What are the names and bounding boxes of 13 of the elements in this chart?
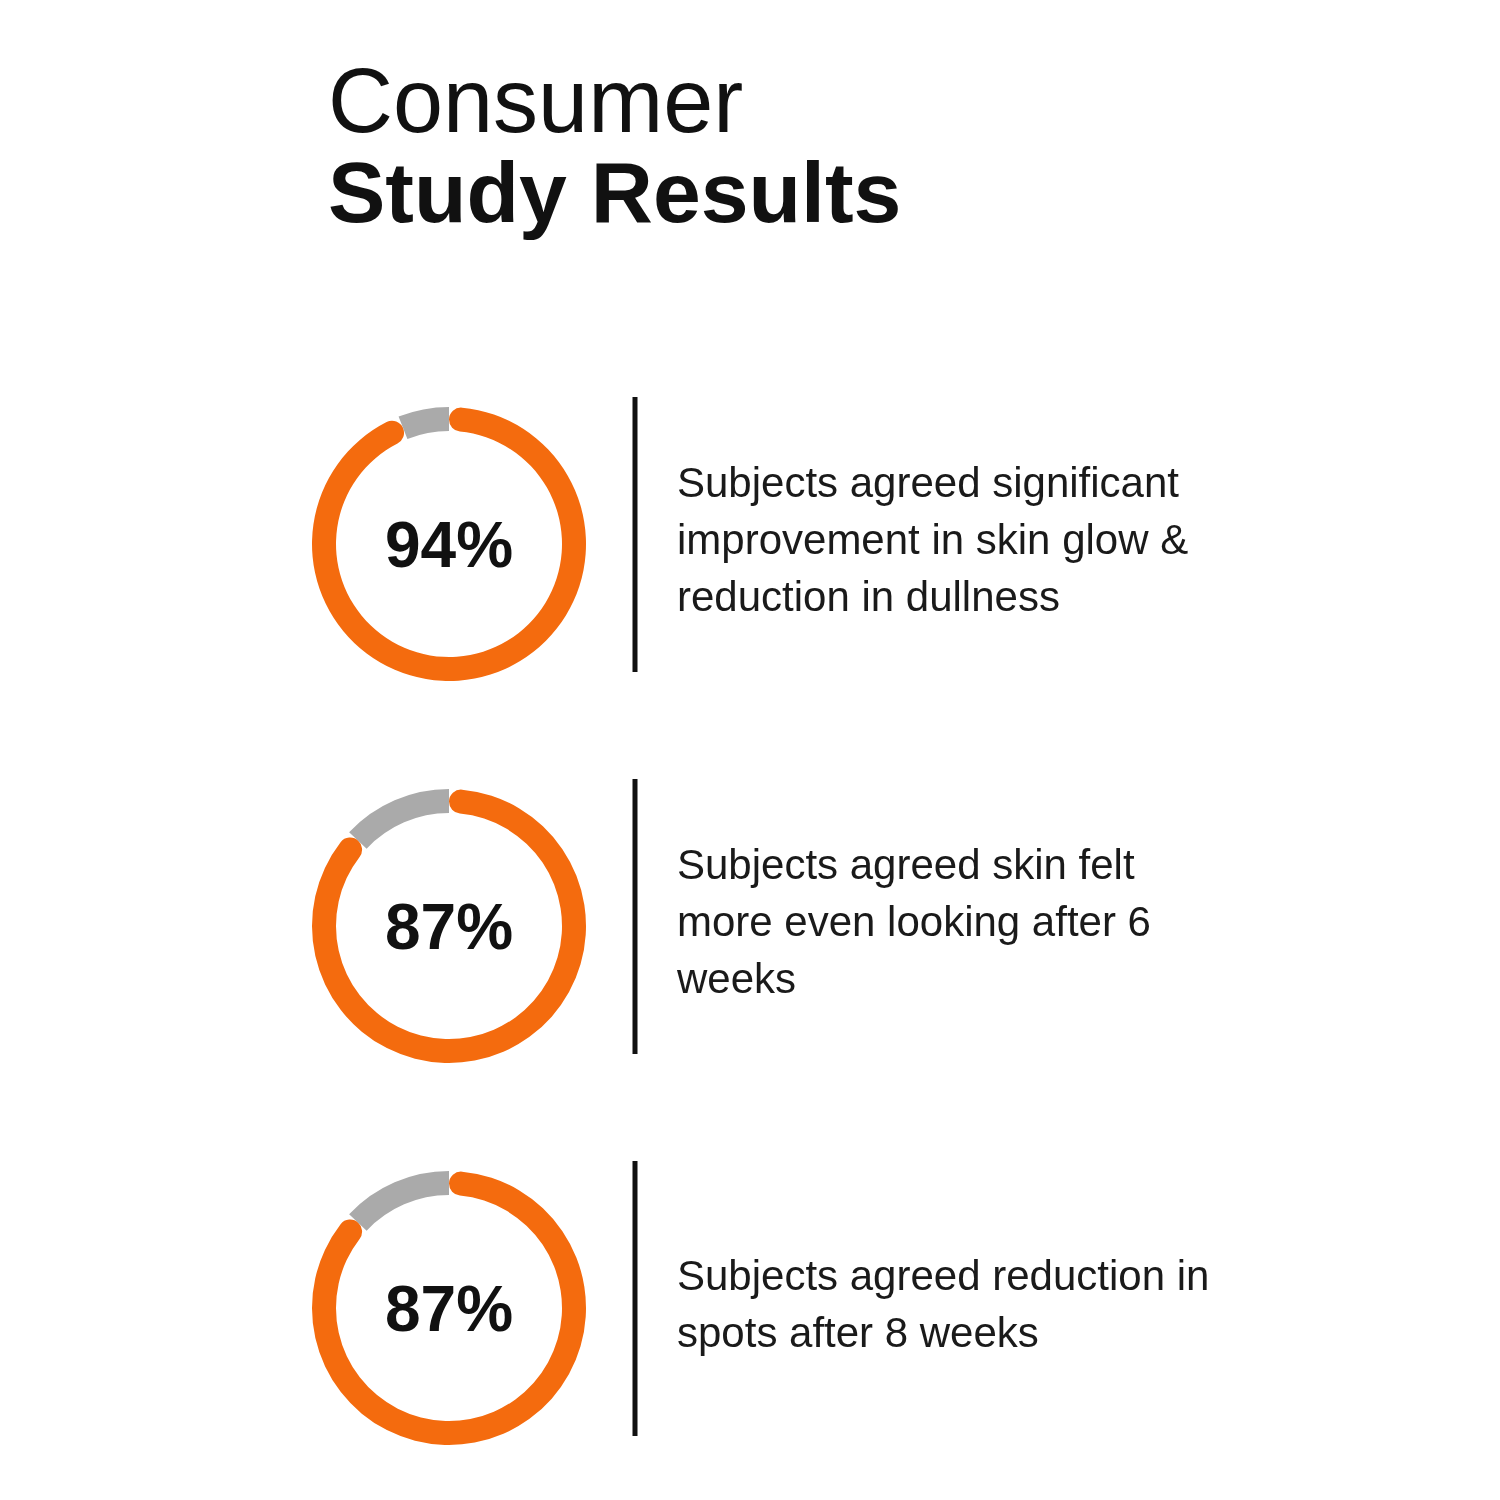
- data-label: 94%: [384, 509, 514, 582]
- text: Subjects agreed significant improvement in skin glow & reduction in dullness: [677, 459, 1189, 621]
- donut-slice: [349, 1171, 449, 1231]
- chart-title: Consumer Study Results: [328, 51, 902, 240]
- text: Subjects agreed skin felt more even looking after 6 weeks: [676, 841, 1151, 1003]
- donut-slice: [312, 407, 586, 681]
- donut-slice: [398, 407, 449, 439]
- text: Subjects agreed reduction in spots after 8 weeks: [677, 1251, 1210, 1356]
- donut-slice: [312, 1171, 586, 1445]
- donut-slice: [349, 789, 449, 849]
- donut-slice: [312, 789, 586, 1063]
- data-label: 87%: [384, 1273, 514, 1346]
- data-label: 87%: [384, 891, 514, 964]
